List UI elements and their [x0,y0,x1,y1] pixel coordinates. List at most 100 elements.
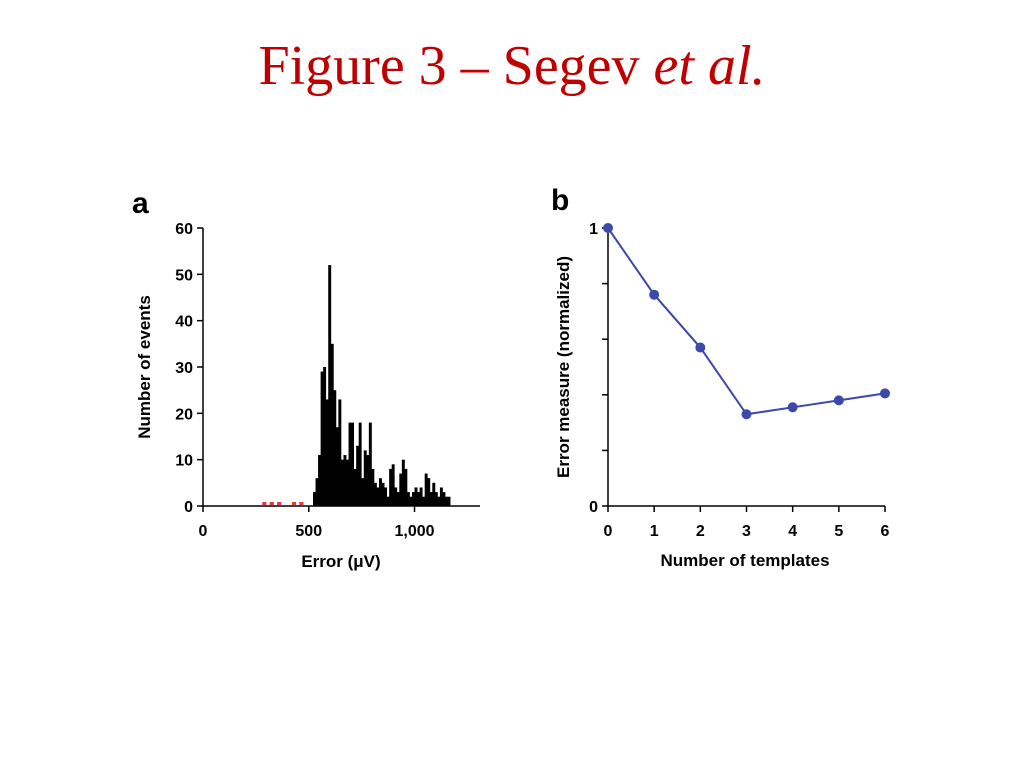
threshold-marker [291,502,297,505]
x-tick-label: 3 [742,523,751,540]
x-tick-label: 500 [295,523,322,540]
histogram-bar [429,492,433,506]
histogram-bar [373,482,377,506]
slide-title-italic: et al. [653,35,766,97]
data-point [695,342,706,353]
histogram-bar [396,492,400,506]
histogram-bar [391,464,395,506]
histogram-bar [394,487,398,506]
histogram-bar [427,478,431,506]
x-tick-label: 0 [199,523,208,540]
histogram-bar [381,482,385,506]
histogram-bar [406,492,410,506]
histogram-bar [313,492,316,506]
y-tick-label: 0 [184,499,193,516]
histogram-bar [424,473,428,506]
threshold-marker [262,502,267,505]
threshold-marker [299,502,304,505]
panel-b-x-ticks: 0 1 2 3 4 5 6 [604,506,890,540]
histogram-bar [366,455,370,506]
histogram-bar [368,422,372,506]
panel-b-letter: b [551,184,569,217]
x-tick-label: 5 [834,523,843,540]
panel-b-series [603,223,890,420]
histogram-bar [419,487,423,506]
x-tick-label: 0 [604,523,613,540]
y-tick-label: 30 [175,360,193,377]
histogram-bar [447,496,451,506]
histogram-bar [361,478,365,506]
histogram-bar [422,496,426,506]
panel-a-y-label: Number of events [135,295,154,439]
histogram-bar [320,371,324,506]
histogram-bar [399,473,403,506]
x-tick-label: 6 [881,523,890,540]
data-point [741,409,752,420]
histogram-bar [353,468,357,506]
histogram-bar [379,478,382,506]
data-point [603,223,613,233]
histogram-bar [335,427,339,506]
slide-title: Figure 3 – Segev et al. [0,38,1024,94]
histogram-bar [323,367,327,506]
x-tick-label: 1 [650,523,659,540]
panel-b-y-label: Error measure (normalized) [554,256,573,478]
histogram-bar [412,492,415,506]
x-tick-label: 4 [788,523,797,540]
histogram-bar [343,455,347,506]
histogram-bar [330,343,334,506]
histogram-bar [328,265,332,506]
y-tick-label: 60 [175,221,193,238]
x-tick-label: 1,000 [395,523,435,540]
histogram-bar [315,478,319,506]
slide-title-main: Figure 3 – Segev [258,35,654,97]
panel-b-y-ticks: 01 [589,221,608,516]
histogram-bar [358,422,362,506]
y-tick-label: 0 [589,499,598,516]
histogram-bar [348,422,352,506]
histogram-bar [414,487,418,506]
panel-a-x-ticks: 0 500 1,000 [199,506,435,540]
x-tick-label: 2 [696,523,705,540]
data-point [880,388,890,399]
histogram-bar [363,450,367,506]
threshold-marker [277,502,282,505]
histogram-bar [442,492,446,506]
histogram-bar [338,399,342,506]
panel-a-bars [313,265,451,506]
panel-a-markers [262,502,304,505]
histogram-bar [409,496,413,506]
y-tick-label: 50 [175,267,193,284]
histogram-bar [384,487,388,506]
panel-a-letter: a [132,187,149,220]
y-tick-label: 1 [589,221,598,238]
data-point [787,402,798,413]
histogram-bar [434,492,438,506]
panel-b-x-label: Number of templates [660,551,829,570]
histogram-bar [432,482,436,506]
y-tick-label: 10 [175,453,193,470]
y-tick-label: 40 [175,314,193,331]
series-line [607,227,886,416]
histogram-bar [318,455,322,506]
histogram-bar [371,468,375,506]
histogram-bar [346,459,349,506]
histogram-bar [351,422,355,506]
y-tick-label: 20 [175,406,193,423]
data-point [649,289,660,300]
panel-a: a 0 10 20 30 40 50 60 0 500 1,000 Error (μV) Num… [132,187,480,571]
histogram-bar [439,487,443,506]
histogram-bar [401,459,405,506]
histogram-bar [386,496,390,506]
histogram-bar [445,496,448,506]
histogram-bar [404,468,408,506]
histogram-bar [437,496,441,506]
histogram-bar [340,459,344,506]
data-point [833,395,844,406]
panel-a-x-label: Error (μV) [301,552,380,571]
threshold-marker [269,502,274,505]
histogram-bar [356,445,360,506]
histogram-bar [389,468,393,506]
